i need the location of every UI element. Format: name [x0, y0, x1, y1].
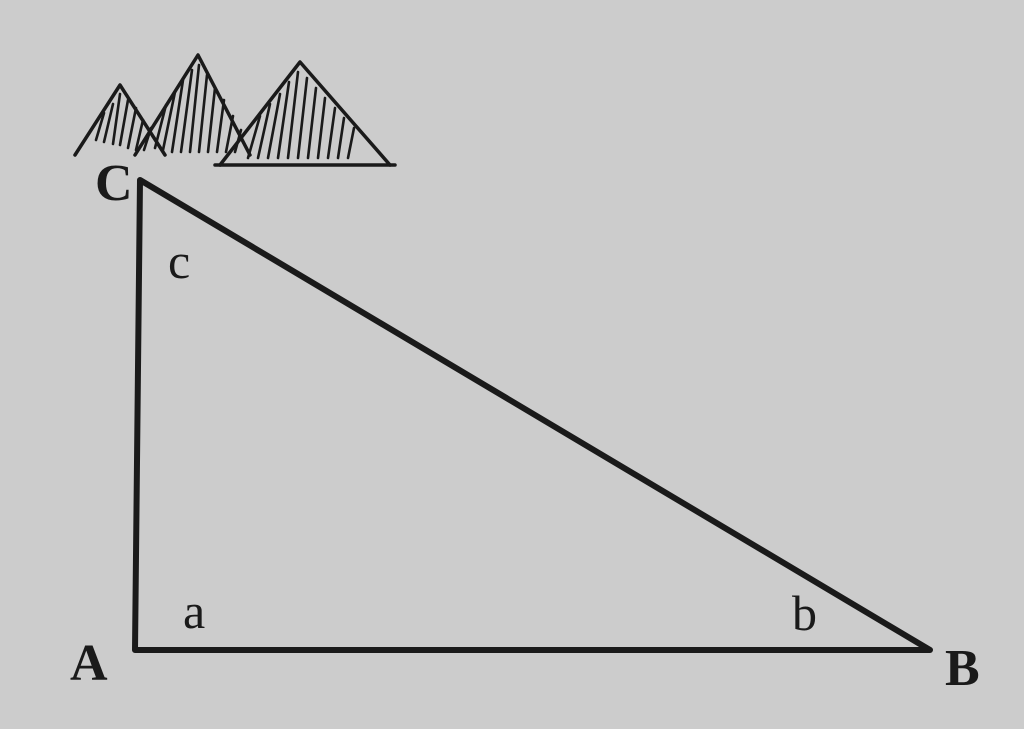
- angle-label-c: c: [168, 233, 190, 289]
- vertex-label-A: A: [70, 635, 108, 692]
- mountains-sketch: [75, 55, 395, 165]
- triangle: [135, 180, 930, 650]
- angle-label-b: b: [792, 585, 817, 641]
- diagram-canvas: A B C a b c: [0, 0, 1024, 729]
- vertex-label-C: C: [95, 155, 133, 212]
- angle-label-a: a: [183, 583, 205, 639]
- vertex-label-B: B: [945, 640, 980, 697]
